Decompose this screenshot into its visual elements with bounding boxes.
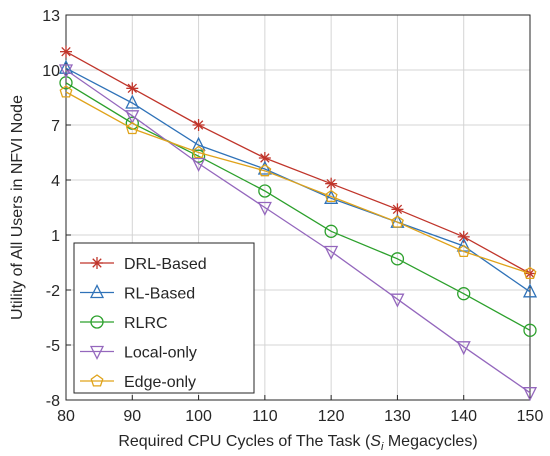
data-point-drl-based [457,230,470,243]
legend-label: RL-Based [124,286,195,303]
legend-label: Edge-only [124,374,196,391]
data-point-edge-only [324,189,338,203]
data-point-edge-only [523,266,537,280]
legend-item-drl-based: DRL-Based [80,256,207,273]
y-tick-label: -5 [46,338,60,355]
y-tick-label: 10 [42,63,60,80]
legend-marker [89,345,105,360]
series-line-edge-only [65,91,531,275]
data-point-rl-based [125,94,140,109]
x-tick-label: 100 [185,408,212,425]
data-point-edge-only [457,244,471,258]
data-point-local-only [390,293,405,308]
y-tick-label: -2 [46,283,60,300]
y-tick-label: 1 [51,228,60,245]
data-point-rlrc [324,224,338,238]
data-point-edge-only [125,121,139,135]
legend-item-edge-only: Edge-only [80,374,196,391]
data-point-local-only [522,387,538,402]
series-rlrc [59,76,537,337]
axis-ticks: 80 90 100 110 120 130 140 150 -8 -5 -2 1 4 7 10 13 [42,8,543,425]
x-tick-label: 150 [517,408,544,425]
legend-label: Local-only [124,345,197,362]
data-point-edge-only [390,215,404,228]
plot-frame [65,14,531,401]
series-line-local-only [65,69,531,394]
series [58,45,538,402]
data-point-edge-only [258,164,272,177]
x-axis-label: Required CPU Cycles of The Task (Si Mega… [118,433,477,453]
data-point-rlrc [258,184,272,198]
data-point-local-only [125,110,140,125]
x-tick-label: 90 [123,408,141,425]
y-tick-label: -8 [46,393,60,410]
legend-item-rlrc: RLRC [80,315,168,332]
data-point-local-only [324,245,339,260]
data-point-local-only [257,201,272,216]
x-tick-label: 120 [318,408,345,425]
legend-marker [91,257,103,269]
data-point-local-only [191,157,206,172]
y-tick-label: 7 [51,118,60,135]
data-point-rlrc [523,323,537,337]
legend-marker [89,284,105,299]
legend-box [73,242,255,394]
data-point-rlrc [390,252,405,266]
data-point-local-only [456,341,471,356]
data-point-drl-based [391,203,404,216]
y-tick-label: 4 [51,173,60,190]
data-point-rl-based [257,160,272,175]
data-point-edge-only [192,145,206,159]
x-tick-label: 80 [57,408,75,425]
x-tick-label: 140 [450,408,477,425]
y-axis-label: Utility of All Users in NFVI Node [9,95,26,320]
x-tick-label: 110 [252,408,278,425]
series-line-drl-based [65,51,531,275]
data-point-rlrc [191,149,206,163]
data-point-drl-based [325,177,338,190]
legend: DRL-Based RL-Based RLRC Local-only Edge-only [73,242,255,394]
data-point-drl-based [60,45,72,58]
x-tick-label: 130 [384,408,411,425]
legend-label: RLRC [124,315,168,332]
data-point-rl-based [522,283,538,298]
y-tick-label: 13 [42,8,60,25]
legend-item-rl-based: RL-Based [80,284,195,303]
data-point-drl-based [192,119,205,131]
series-line-rlrc [65,82,531,331]
data-point-drl-based [126,82,139,95]
data-point-rlrc [457,287,471,301]
legend-label: DRL-Based [124,256,207,273]
series-edge-only [59,85,537,280]
legend-marker [90,374,104,387]
legend-item-local-only: Local-only [80,345,197,362]
data-point-edge-only [59,85,73,98]
series-local-only [58,64,538,402]
legend-marker [90,315,104,329]
data-point-rl-based [58,59,74,74]
data-point-local-only [58,64,74,79]
